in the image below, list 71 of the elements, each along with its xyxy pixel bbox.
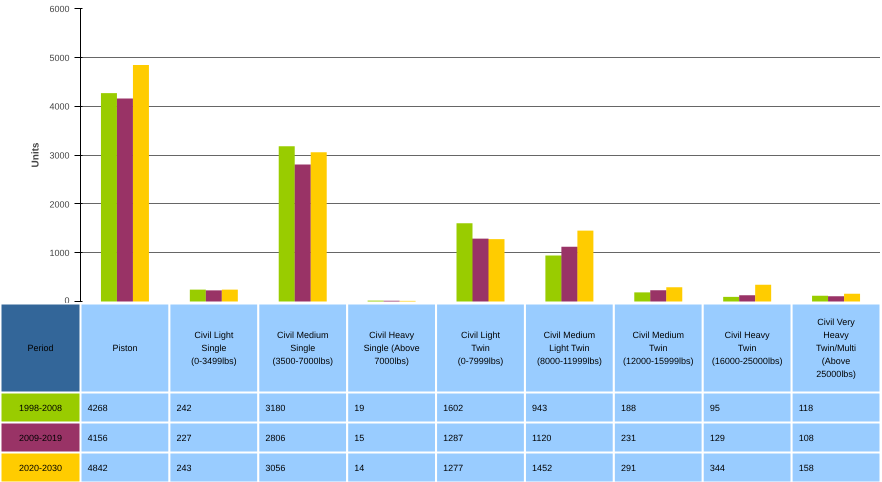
data-label: 108 [798,433,814,443]
data-label: 943 [532,403,548,413]
text: 1998-2008 [18,403,62,413]
data-label: 231 [620,433,636,443]
bar [206,290,222,302]
x-tick-label: Civil Heavy Twin (16000-25000lbs) [712,330,782,366]
data-label: 4268 [88,403,108,413]
data-label: 291 [620,463,636,473]
data-label: 242 [176,403,192,413]
bar [278,146,295,302]
data-label: 14 [354,463,364,473]
data-label: 344 [710,463,725,473]
bar [310,152,327,302]
legend-title: Period [27,343,54,353]
bar [561,246,578,302]
x-tick-label: Civil Medium Light Twin (8000-11999lbs) [536,330,602,366]
bar [739,295,756,302]
x-tick-label: Civil Heavy Single (Above 7000lbs) [364,330,420,366]
y-tick-label: 3000 [49,150,70,160]
y-tick-label: 2000 [49,199,70,210]
bar [650,290,666,302]
x-tick-label: Civil Light Single (0-3499lbs) [191,330,237,366]
data-label: 188 [620,403,636,413]
y-tick-label: 5000 [49,52,70,63]
data-label: 129 [710,433,725,443]
y-tick-label: 1000 [49,248,70,258]
bar [100,93,117,302]
data-label: 1287 [443,433,464,443]
data-label: 4156 [88,433,108,443]
bar [488,239,504,302]
bar [456,223,472,302]
data-label: 1452 [532,463,552,473]
data-label: 15 [354,433,364,443]
bar [844,294,860,302]
bar [116,98,133,302]
data-label: 227 [176,433,192,443]
text: 2020-2030 [18,463,62,473]
y-tick-label: 6000 [49,4,70,14]
data-label: 1277 [443,463,464,473]
bar [634,292,650,302]
x-tick-label: Civil Light Twin (0-7999lbs) [458,330,504,366]
data-label: 1120 [532,433,552,443]
bar [577,230,594,302]
data-label: 3180 [265,403,286,413]
data-label: 118 [798,403,814,413]
x-tick-label: Piston [112,343,138,353]
bar [190,290,206,302]
bar [132,65,149,302]
bar [755,284,772,302]
x-tick-label: Civil Medium Twin (12000-15999lbs) [623,330,694,366]
data-label: 4842 [88,463,108,473]
data-label: 243 [176,463,192,473]
data-label: 19 [354,403,364,413]
bar [666,287,682,302]
x-tick-label: Civil Very Heavy Twin/Multi (Above 25000lbs) [816,317,856,379]
data-label: 2806 [265,433,286,443]
text: 2009-2019 [18,433,62,443]
y-axis-title: Units [30,142,42,168]
data-label: 158 [798,463,814,473]
bar [828,296,844,302]
bar [723,296,740,302]
bar [545,255,562,302]
x-tick-label: Civil Medium Single (3500-7000lbs) [272,330,333,366]
y-tick-label: 4000 [49,102,70,112]
bar [294,164,311,302]
bar [812,296,828,302]
data-label: 1602 [443,403,464,413]
data-label: 95 [710,403,720,413]
bar [472,238,488,302]
data-label: 3056 [265,463,286,473]
bar [222,290,238,302]
